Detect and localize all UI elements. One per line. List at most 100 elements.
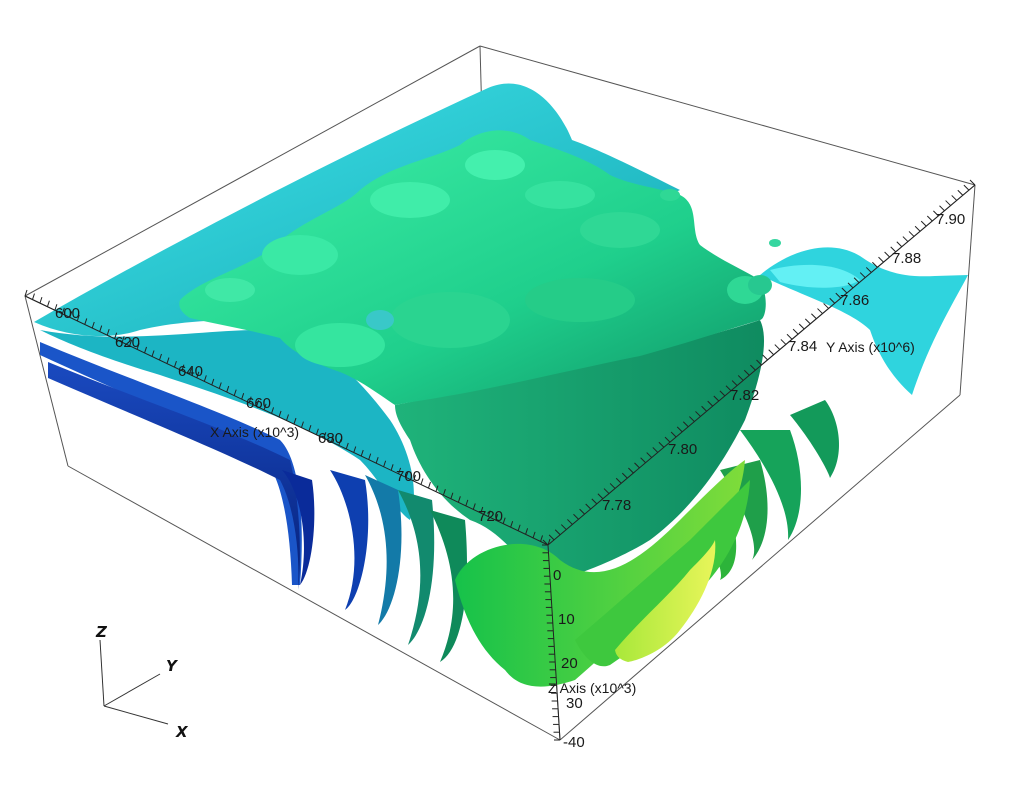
axis-tick-mark — [144, 346, 148, 354]
axis-tick-mark — [835, 292, 842, 299]
axis-tick-mark — [780, 339, 787, 345]
axis-tick-mark — [181, 364, 185, 371]
axis-tick-mark — [591, 498, 598, 505]
y-tick-label: 7.80 — [668, 441, 697, 458]
axis-tick-mark — [725, 385, 732, 392]
axis-tick-mark — [323, 432, 327, 439]
axis-tick-mark — [878, 256, 884, 263]
axis-tick-mark — [902, 236, 909, 242]
axis-tick-mark — [933, 210, 939, 217]
axis-tick-mark — [646, 452, 653, 458]
axis-tick-mark — [480, 506, 484, 514]
axis-tick-mark — [293, 417, 297, 425]
axis-tick-mark — [256, 400, 260, 407]
axis-tick-mark — [957, 189, 964, 196]
axis-tick-mark — [884, 251, 890, 258]
axis-tick-mark — [542, 539, 549, 546]
axis-tick-mark — [731, 380, 738, 386]
z-axis: 0 10 20 30 -40 Z Axis (x10^3) — [542, 544, 636, 751]
axis-tick-mark — [218, 382, 222, 389]
triad-y-label: Y — [166, 657, 179, 675]
axis-tick-mark — [226, 385, 230, 393]
axis-tick-mark — [31, 293, 35, 300]
axis-tick-mark — [151, 350, 155, 357]
axis-tick-mark — [286, 414, 289, 421]
isosurface-lower-shells — [455, 460, 750, 687]
axis-tick-mark — [360, 449, 364, 457]
y-tick-label: 7.90 — [936, 211, 965, 228]
axis-tick-mark — [420, 478, 424, 485]
axis-tick-mark — [853, 277, 860, 284]
axis-tick-mark — [487, 510, 491, 517]
axis-tick-mark — [756, 359, 762, 366]
axis-tick-mark — [345, 442, 349, 450]
axis-tick-mark — [701, 405, 707, 412]
axis-tick-mark — [652, 447, 659, 453]
axis-tick-mark — [872, 261, 878, 268]
y-axis: 7.78 7.80 7.82 7.84 7.86 7.88 7.90 Y Axi… — [542, 179, 976, 546]
axis-tick-mark — [54, 304, 58, 311]
axis-tick-mark — [792, 328, 799, 335]
axis-tick-mark — [939, 205, 945, 212]
y-tick-label: 7.84 — [788, 338, 817, 355]
axis-tick-mark — [847, 282, 854, 289]
axis-tick-mark — [121, 336, 125, 343]
axis-tick-mark — [597, 493, 604, 500]
axis-tick-mark — [548, 534, 555, 541]
axis-tick-mark — [640, 457, 646, 464]
axis-tick-mark — [817, 308, 823, 314]
axis-tick-mark — [300, 421, 304, 428]
axis-tick-mark — [762, 354, 768, 361]
x-axis-title: X Axis (x10^3) — [210, 424, 299, 440]
axis-tick-mark — [664, 436, 671, 443]
axis-tick-mark — [495, 513, 499, 521]
y-tick-label: 7.86 — [840, 292, 869, 309]
axis-tick-mark — [628, 467, 634, 474]
axis-tick-mark — [465, 499, 469, 507]
y-axis-title: Y Axis (x10^6) — [826, 339, 915, 355]
isosurface-blue-layers — [40, 342, 402, 625]
axis-tick-mark — [405, 471, 409, 478]
axis-tick-mark — [99, 325, 103, 332]
x-axis: 600 620 640 660 680 700 720 X Axis (x10^… — [24, 289, 551, 546]
axis-tick-mark — [241, 392, 245, 400]
axis-tick-mark — [136, 343, 140, 350]
axis-tick-mark — [510, 521, 514, 528]
axis-tick-mark — [609, 483, 616, 489]
x-tick-label: 680 — [318, 430, 343, 447]
axis-tick-mark — [951, 195, 958, 201]
axis-tick-mark — [896, 241, 903, 248]
axis-tick-mark — [585, 503, 592, 510]
x-tick-label: 720 — [478, 508, 503, 525]
axis-tick-mark — [502, 517, 506, 524]
x-tick-label: 600 — [55, 305, 80, 322]
x-tick-label: 640 — [178, 363, 203, 380]
x-tick-label: 620 — [115, 334, 140, 351]
y-tick-label: 7.88 — [892, 250, 921, 267]
triad-z-label: Z — [95, 623, 108, 641]
axis-tick-mark — [963, 184, 970, 191]
axis-tick-mark — [278, 410, 282, 418]
axis-tick-mark — [46, 300, 50, 307]
axis-tick-mark — [573, 513, 579, 520]
axis-tick-mark — [330, 435, 334, 443]
axis-tick-mark — [914, 225, 921, 232]
axis-tick-mark — [969, 179, 976, 186]
axis-tick-mark — [338, 439, 342, 446]
axis-tick-mark — [829, 297, 836, 304]
y-tick-label: 7.78 — [602, 497, 631, 514]
axis-tick-mark — [540, 535, 544, 542]
axis-tick-mark — [472, 503, 476, 510]
axis-tick-mark — [129, 339, 133, 346]
axis-tick-mark — [670, 431, 677, 438]
axis-tick-mark — [368, 453, 372, 460]
axis-tick-mark — [196, 371, 200, 378]
axis-tick-mark — [920, 220, 927, 227]
axis-tick-mark — [890, 246, 897, 253]
axis-tick-mark — [926, 215, 933, 222]
axis-tick-mark — [263, 403, 267, 410]
axis-tick-mark — [233, 389, 237, 396]
axis-tick-mark — [435, 485, 439, 492]
